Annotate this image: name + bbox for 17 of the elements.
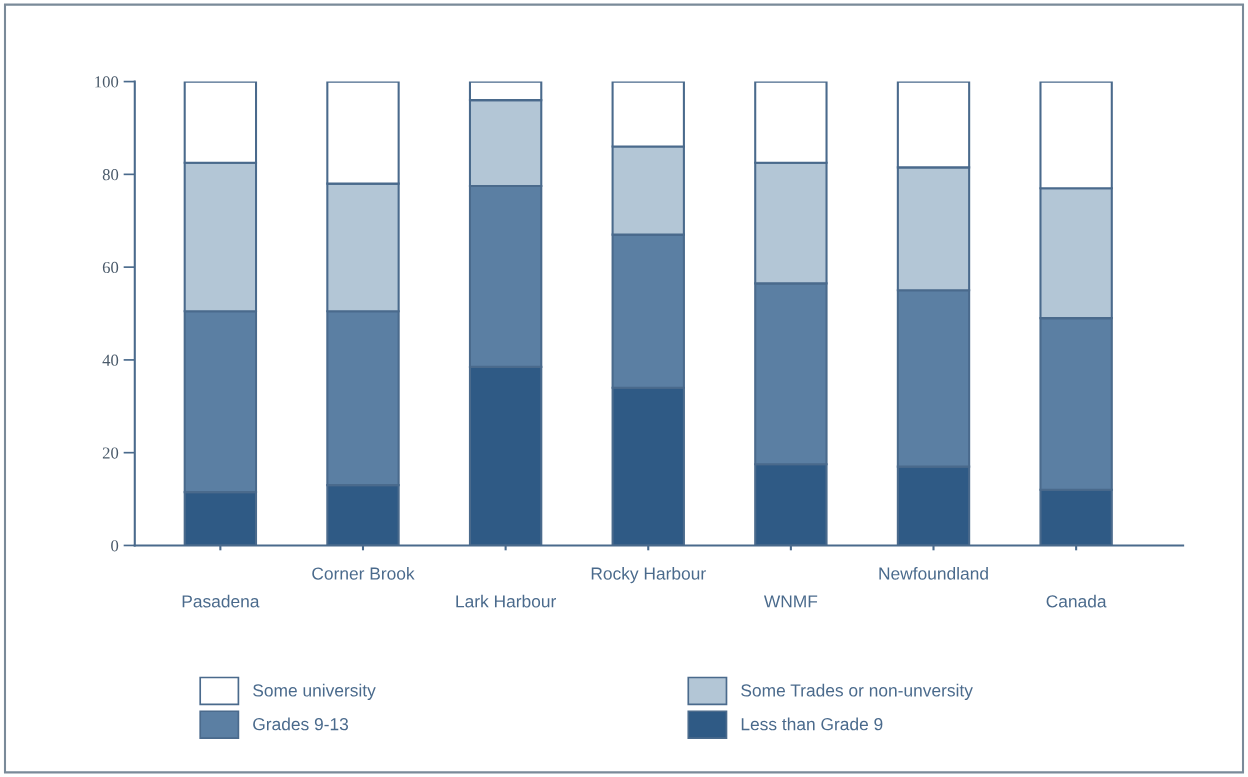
x-tick-label: Lark Harbour — [456, 594, 556, 608]
x-tick-label: Rocky Harbour — [591, 566, 706, 584]
x-tick-label: Corner Brook — [312, 566, 415, 580]
x-tick-label: WNMF — [763, 595, 818, 608]
x-tick-label: Newfoundland — [879, 566, 988, 580]
y-tick-label: 40 — [102, 354, 119, 366]
y-tick-label: 20 — [102, 447, 119, 459]
x-tick-label: Pasadena — [182, 594, 260, 608]
y-tick-label: 0 — [111, 540, 119, 552]
legend-label: Some university — [253, 683, 376, 700]
x-tick-label: Canada — [1046, 594, 1107, 608]
y-tick-label: 100 — [95, 76, 119, 88]
y-tick-label: 80 — [102, 169, 119, 181]
legend-label: Some Trades or non-unversity — [741, 683, 973, 700]
y-tick-label: 60 — [102, 261, 119, 274]
legend-label: Less than Grade 9 — [741, 717, 883, 731]
legend-label: Grades 9-13 — [253, 717, 349, 731]
